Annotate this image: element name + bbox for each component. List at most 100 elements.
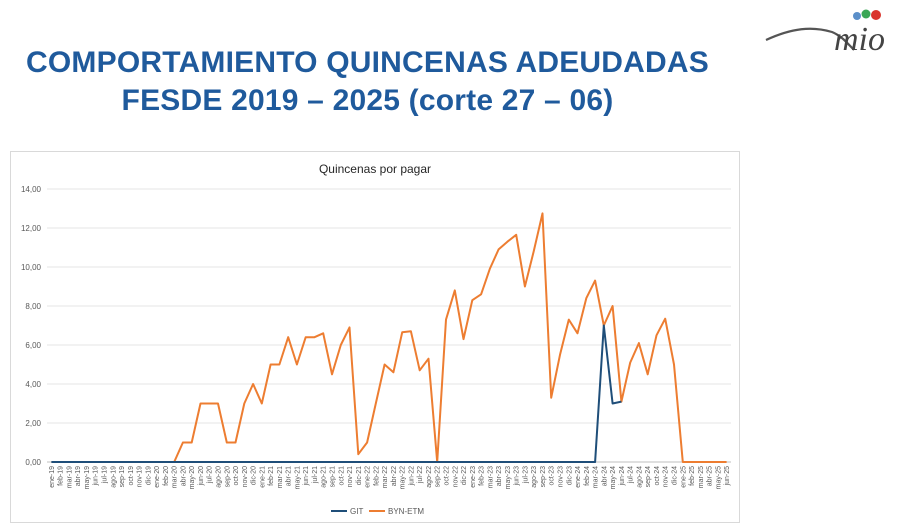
series-line-git xyxy=(51,324,622,463)
x-tick-label: jun-20 xyxy=(198,466,205,487)
x-tick-label: jul-24 xyxy=(628,466,635,484)
x-tick-label: abr-19 xyxy=(75,466,82,486)
y-tick-label: 0,00 xyxy=(25,458,41,467)
x-tick-label: oct-21 xyxy=(338,466,345,486)
x-tick-label: ago-19 xyxy=(110,466,117,488)
x-tick-label: abr-21 xyxy=(286,466,293,486)
x-tick-label: ago-23 xyxy=(531,466,538,488)
x-tick-label: feb-19 xyxy=(58,466,65,486)
x-tick-label: oct-20 xyxy=(233,466,240,486)
chart-title: Quincenas por pagar xyxy=(319,162,431,176)
x-tick-label: nov-24 xyxy=(663,466,670,488)
x-tick-label: mar-22 xyxy=(382,466,389,488)
series-line-byn-etm xyxy=(51,212,727,463)
x-tick-label: ene-19 xyxy=(49,466,56,488)
logo-dot-blue xyxy=(853,12,861,20)
x-tick-label: oct-19 xyxy=(128,466,135,486)
x-tick-label: ago-20 xyxy=(216,466,223,488)
x-tick-label: feb-22 xyxy=(373,466,380,486)
x-tick-label: may-25 xyxy=(715,466,722,489)
x-tick-label: oct-22 xyxy=(444,466,451,486)
x-tick-label: dic-19 xyxy=(145,466,152,485)
x-tick-label: sep-21 xyxy=(330,466,337,488)
page-title-line2: FESDE 2019 – 2025 (corte 27 – 06) xyxy=(121,84,614,117)
x-tick-label: sep-20 xyxy=(224,466,231,488)
x-tick-label: dic-22 xyxy=(461,466,468,485)
legend-label: GIT xyxy=(350,507,363,516)
x-tick-label: ene-21 xyxy=(259,466,266,488)
x-tick-label: jun-25 xyxy=(724,466,731,487)
x-tick-label: feb-20 xyxy=(163,466,170,486)
y-tick-label: 10,00 xyxy=(21,263,42,272)
x-tick-label: mar-24 xyxy=(593,466,600,488)
x-tick-label: sep-24 xyxy=(645,466,652,488)
legend: GIT BYN-ETM xyxy=(331,507,424,516)
x-tick-label: may-23 xyxy=(505,466,512,489)
x-tick-label: sep-22 xyxy=(435,466,442,488)
x-tick-label: feb-25 xyxy=(689,466,696,486)
series-lines xyxy=(51,212,727,463)
x-tick-label: jul-19 xyxy=(102,466,109,484)
x-tick-label: jun-21 xyxy=(303,466,310,487)
x-tick-label: ene-23 xyxy=(470,466,477,488)
x-tick-label: sep-23 xyxy=(540,466,547,488)
x-tick-label: ene-25 xyxy=(680,466,687,488)
x-tick-label: may-24 xyxy=(610,466,617,489)
chart: Quincenas por pagar 0,00 2,00 4,00 6,00 8,00… xyxy=(21,162,731,516)
page-title-line1: COMPORTAMIENTO QUINCENAS ADEUDADAS xyxy=(26,46,709,79)
x-tick-label: feb-21 xyxy=(268,466,275,486)
x-tick-label: sep-19 xyxy=(119,466,126,488)
x-tick-label: ago-24 xyxy=(636,466,643,488)
x-tick-label: mar-21 xyxy=(277,466,284,488)
x-tick-label: abr-20 xyxy=(180,466,187,486)
x-tick-label: jun-19 xyxy=(93,466,100,487)
y-tick-label: 14,00 xyxy=(21,185,42,194)
x-tick-label: mar-25 xyxy=(698,466,705,488)
grid-lines xyxy=(47,188,731,463)
x-tick-label: may-22 xyxy=(400,466,407,489)
x-tick-label: jul-22 xyxy=(417,466,424,484)
chart-container: Quincenas por pagar 0,00 2,00 4,00 6,00 8,00… xyxy=(10,151,740,523)
x-tick-label: jul-23 xyxy=(522,466,529,484)
x-tick-label: nov-22 xyxy=(452,466,459,488)
x-tick-label: nov-19 xyxy=(137,466,144,488)
y-axis-ticks: 0,00 2,00 4,00 6,00 8,00 10,00 12,00 14,00 xyxy=(21,185,42,467)
x-tick-label: may-19 xyxy=(84,466,91,489)
x-tick-label: mar-23 xyxy=(487,466,494,488)
x-tick-label: nov-23 xyxy=(558,466,565,488)
x-tick-label: jul-21 xyxy=(312,466,319,484)
logo-dot-red xyxy=(871,10,881,20)
x-tick-label: abr-22 xyxy=(391,466,398,486)
x-tick-label: jun-22 xyxy=(408,466,415,487)
y-tick-label: 12,00 xyxy=(21,224,42,233)
x-tick-label: abr-23 xyxy=(496,466,503,486)
x-tick-label: feb-23 xyxy=(479,466,486,486)
x-tick-label: dic-20 xyxy=(251,466,258,485)
x-tick-label: dic-24 xyxy=(672,466,679,485)
y-tick-label: 8,00 xyxy=(25,302,41,311)
logo-swoosh xyxy=(765,27,855,51)
x-tick-label: ago-22 xyxy=(426,466,433,488)
x-tick-label: feb-24 xyxy=(584,466,591,486)
x-tick-label: jul-20 xyxy=(207,466,214,484)
y-tick-label: 4,00 xyxy=(25,380,41,389)
x-tick-label: may-21 xyxy=(294,466,301,489)
x-tick-label: may-20 xyxy=(189,466,196,489)
x-tick-label: oct-23 xyxy=(549,466,556,486)
x-axis-ticks: ene-19 feb-19 mar-19 abr-19 may-19 jun-19 jul-… xyxy=(49,466,731,489)
y-tick-label: 2,00 xyxy=(25,419,41,428)
logo-dot-green xyxy=(861,9,871,19)
x-tick-label: jun-23 xyxy=(514,466,521,487)
page-title: COMPORTAMIENTO QUINCENAS ADEUDADAS FESDE… xyxy=(0,44,735,120)
x-tick-label: abr-24 xyxy=(601,466,608,486)
x-tick-label: jun-24 xyxy=(619,466,626,487)
x-tick-label: ago-21 xyxy=(321,466,328,488)
x-tick-label: mar-19 xyxy=(66,466,73,488)
y-tick-label: 6,00 xyxy=(25,341,41,350)
x-tick-label: ene-22 xyxy=(365,466,372,488)
legend-label: BYN-ETM xyxy=(388,507,424,516)
logo-text: mio xyxy=(834,21,885,58)
x-tick-label: mar-20 xyxy=(172,466,179,488)
x-tick-label: nov-21 xyxy=(347,466,354,488)
x-tick-label: oct-24 xyxy=(654,466,661,486)
